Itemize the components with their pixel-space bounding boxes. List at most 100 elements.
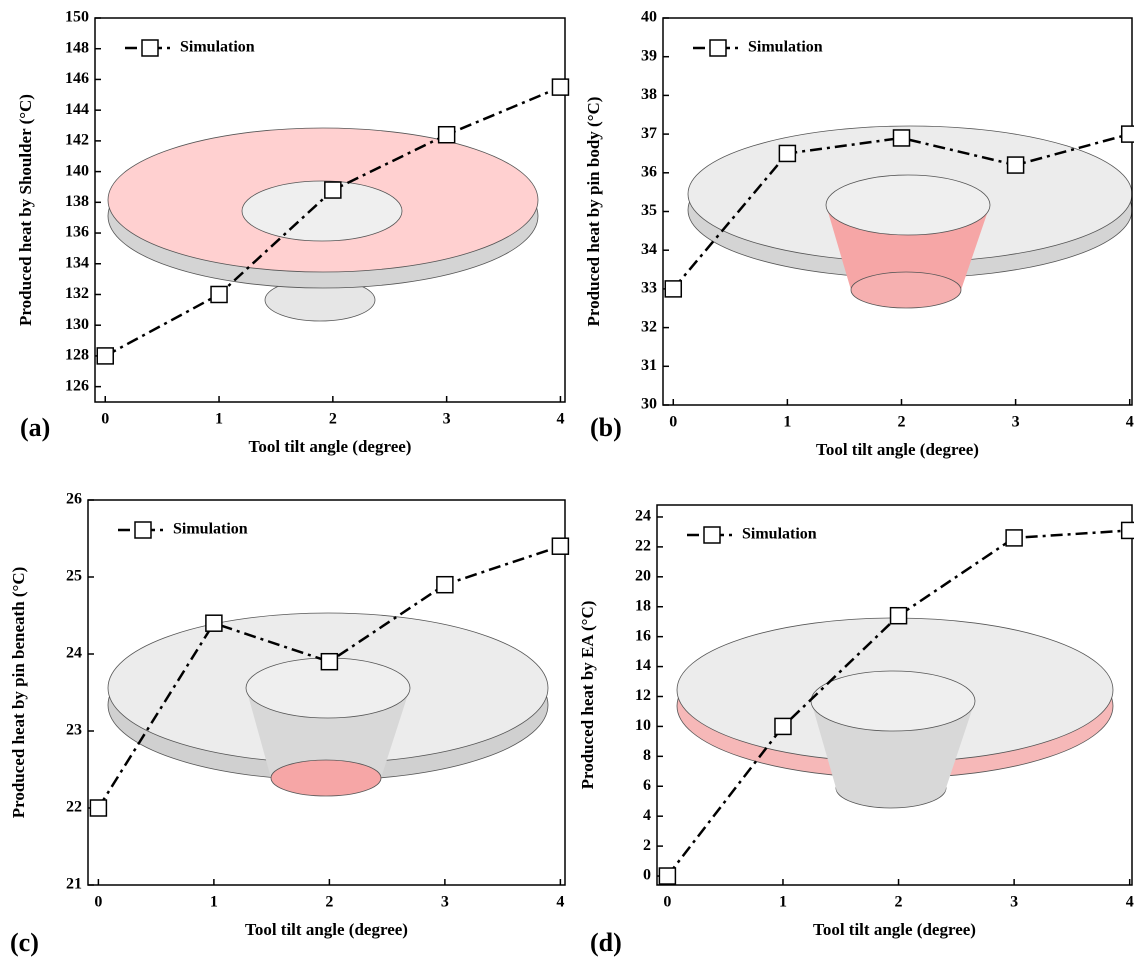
y-tick-label: 24	[66, 645, 82, 662]
marker	[1120, 521, 1134, 540]
plot-frame	[656, 504, 1133, 886]
y-tick-label: 25	[66, 568, 82, 585]
y-tick-label: 126	[65, 377, 89, 394]
y-tick-label: 16	[635, 627, 651, 644]
y-tick-label: 20	[635, 567, 651, 584]
x-tick-label: 0	[101, 411, 109, 428]
marker	[205, 614, 223, 632]
series-line	[666, 529, 1130, 877]
x-tick-label: 4	[556, 894, 564, 911]
x-tick-label: 2	[895, 894, 903, 911]
marker	[774, 717, 792, 736]
y-tick-label: 138	[65, 193, 89, 210]
x-tick-label: 4	[556, 411, 564, 428]
marker	[96, 347, 114, 365]
y-tick-label: 18	[635, 597, 651, 614]
marker	[1005, 529, 1023, 547]
panel-label: (c)	[10, 928, 39, 957]
y-tick-label: 32	[641, 318, 657, 335]
x-tick-label: 0	[669, 414, 677, 431]
y-tick-label: 142	[65, 132, 89, 149]
y-tick-label: 148	[65, 39, 89, 56]
marker	[324, 181, 342, 199]
y-tick-label: 30	[641, 396, 657, 413]
marker	[778, 144, 797, 163]
panel-label: (b)	[590, 413, 622, 442]
y-axis-title: Produced heat by pin body (°C)	[584, 97, 603, 327]
y-tick-label: 134	[65, 254, 89, 271]
pin-top	[825, 174, 991, 236]
y-tick-label: 6	[643, 777, 651, 794]
panel-label: (d)	[590, 928, 622, 957]
y-tick-label: 21	[66, 876, 82, 893]
x-tick-label: 2	[897, 414, 905, 431]
plot-frame	[87, 499, 566, 886]
y-tick-label: 33	[641, 280, 657, 297]
x-tick-label: 3	[443, 411, 451, 428]
x-axis-title: Tool tilt angle (degree)	[245, 920, 408, 939]
legend-marker	[141, 39, 159, 57]
y-tick-label: 130	[65, 316, 89, 333]
x-axis-title: Tool tilt angle (degree)	[816, 440, 979, 459]
y-tick-label: 4	[643, 807, 651, 824]
panel-label: (a)	[20, 413, 50, 442]
y-tick-label: 132	[65, 285, 89, 302]
marker	[889, 606, 908, 625]
y-tick-label: 36	[641, 163, 657, 180]
marker	[320, 652, 339, 671]
y-tick-label: 34	[641, 241, 657, 258]
x-tick-label: 3	[441, 894, 449, 911]
y-tick-label: 39	[641, 47, 657, 64]
pin-bottom	[850, 271, 962, 309]
y-tick-label: 136	[65, 224, 89, 241]
illustrations	[107, 125, 1133, 809]
legend-label: Simulation	[742, 526, 817, 543]
x-tick-label: 1	[783, 414, 791, 431]
y-tick-label: 22	[66, 799, 82, 816]
y-tick-label: 0	[643, 867, 651, 884]
disk-hole	[241, 180, 403, 242]
x-tick-label: 2	[325, 894, 333, 911]
x-tick-label: 3	[1010, 894, 1018, 911]
legend-label: Simulation	[748, 39, 823, 56]
y-tick-label: 40	[641, 9, 657, 26]
y-tick-label: 8	[643, 747, 651, 764]
plot-frame	[94, 17, 566, 403]
y-tick-label: 146	[65, 70, 89, 87]
x-tick-label: 1	[779, 894, 787, 911]
legend-marker	[709, 39, 727, 57]
y-tick-label: 38	[641, 86, 657, 103]
marker	[658, 867, 677, 885]
x-tick-label: 4	[1126, 894, 1134, 911]
y-tick-label: 2	[643, 837, 651, 854]
marker	[210, 285, 228, 304]
marker	[89, 799, 108, 817]
y-tick-label: 35	[641, 202, 657, 219]
y-tick-label: 37	[641, 125, 657, 142]
y-tick-label: 22	[635, 538, 651, 555]
y-axis-title: Produced heat by Shoulder (°C)	[16, 94, 35, 326]
y-tick-label: 24	[635, 508, 651, 525]
marker	[664, 280, 683, 298]
marker	[1120, 125, 1134, 143]
x-tick-label: 0	[94, 894, 102, 911]
y-tick-label: 31	[641, 357, 657, 374]
marker	[551, 78, 570, 96]
marker	[551, 537, 570, 555]
x-tick-label: 1	[210, 894, 218, 911]
legend-label: Simulation	[180, 39, 255, 56]
y-tick-label: 128	[65, 347, 89, 364]
pin-bottom	[270, 759, 382, 797]
y-tick-label: 140	[65, 162, 89, 179]
x-tick-label: 0	[663, 894, 671, 911]
y-tick-label: 14	[635, 657, 651, 674]
y-tick-label: 150	[65, 9, 89, 26]
y-axis-title: Produced heat by EA (°C)	[578, 601, 597, 790]
x-tick-label: 3	[1012, 414, 1020, 431]
marker	[436, 575, 454, 594]
marker	[437, 125, 456, 144]
legend-marker	[134, 521, 152, 539]
pin-top	[810, 670, 976, 732]
marker	[892, 129, 911, 147]
